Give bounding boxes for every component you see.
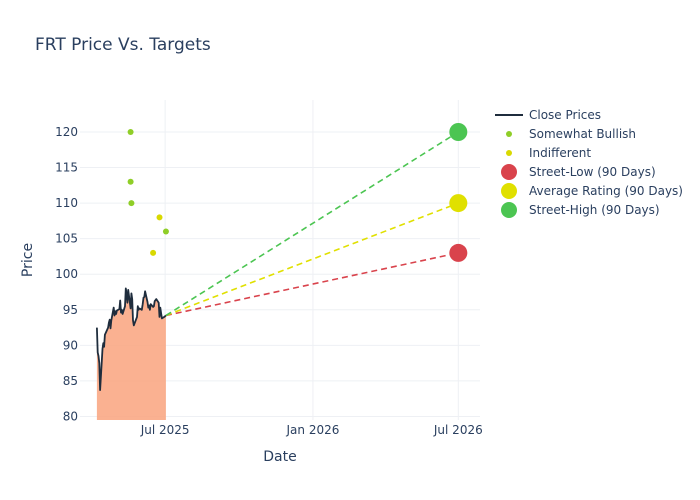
x-axis-label: Date <box>263 449 296 465</box>
somewhat-bullish-point <box>162 228 169 235</box>
legend: Close Prices Somewhat Bullish Indifferent S… <box>495 108 683 218</box>
somewhat-bullish-point <box>128 200 135 207</box>
close-price-line <box>96 287 167 391</box>
average-rating-target-marker <box>449 194 468 213</box>
legend-swatch-street-low <box>501 164 517 180</box>
chart-title: FRT Price Vs. Targets <box>35 35 211 55</box>
y-axis-ticks: 80 85 90 95 100 105 110 115 120 <box>55 125 78 423</box>
close-price-area <box>96 288 166 420</box>
legend-swatch-average-rating <box>501 183 517 199</box>
average-rating-target-line <box>165 202 459 317</box>
legend-swatch-somewhat-bullish <box>506 131 512 137</box>
x-tick-label: Jul 2026 <box>433 423 483 437</box>
legend-label-close-prices: Close Prices <box>529 108 601 122</box>
legend-label-indifferent: Indifferent <box>529 146 591 160</box>
y-tick-label: 110 <box>55 196 78 210</box>
rating-points <box>127 129 169 256</box>
somewhat-bullish-point <box>127 129 134 135</box>
x-tick-label: Jan 2026 <box>286 423 340 437</box>
close-price-fill <box>96 288 166 420</box>
legend-swatch-indifferent <box>506 150 512 156</box>
y-axis-label: Price <box>20 243 36 277</box>
indifferent-point <box>156 214 163 221</box>
somewhat-bullish-point <box>127 178 134 185</box>
y-tick-label: 100 <box>55 267 78 281</box>
y-tick-label: 80 <box>63 409 78 423</box>
x-axis-ticks: Jul 2025 Jan 2026 Jul 2026 <box>140 423 483 437</box>
x-tick-label: Jul 2025 <box>140 423 190 437</box>
legend-label-somewhat-bullish: Somewhat Bullish <box>529 127 636 141</box>
street-low-target-marker <box>449 243 468 262</box>
street-high-target-marker <box>449 123 468 141</box>
y-tick-label: 120 <box>55 125 78 139</box>
close-price-line-group <box>96 287 167 391</box>
y-tick-label: 95 <box>63 303 78 317</box>
legend-label-street-high: Street-High (90 Days) <box>529 203 660 217</box>
indifferent-point <box>150 249 157 256</box>
legend-swatch-street-high <box>501 202 517 218</box>
legend-label-average-rating: Average Rating (90 Days) <box>529 184 683 198</box>
target-markers <box>449 123 468 262</box>
y-tick-label: 115 <box>55 161 78 175</box>
legend-label-street-low: Street-Low (90 Days) <box>529 165 656 179</box>
target-lines <box>165 131 459 317</box>
y-tick-label: 90 <box>63 338 78 352</box>
y-tick-label: 85 <box>63 374 78 388</box>
street-high-target-line <box>165 131 459 317</box>
y-tick-label: 105 <box>55 232 78 246</box>
